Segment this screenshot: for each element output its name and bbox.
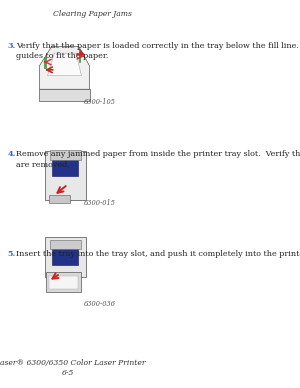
FancyBboxPatch shape [49,195,70,203]
FancyBboxPatch shape [50,240,80,249]
FancyBboxPatch shape [79,51,80,62]
FancyBboxPatch shape [52,248,79,265]
Text: Phaser® 6300/6350 Color Laser Printer
6-5: Phaser® 6300/6350 Color Laser Printer 6-… [0,359,146,377]
Polygon shape [39,47,90,89]
FancyBboxPatch shape [46,272,80,292]
Polygon shape [47,53,82,76]
Text: Remove any jammed paper from inside the printer tray slot.  Verify that all scra: Remove any jammed paper from inside the … [16,150,300,168]
Text: 6300-015: 6300-015 [84,199,116,207]
Text: 3.: 3. [8,42,16,50]
Text: Clearing Paper Jams: Clearing Paper Jams [53,10,132,18]
Text: 6300-105: 6300-105 [84,98,116,106]
Text: 5.: 5. [8,250,16,258]
FancyBboxPatch shape [49,276,78,289]
Text: Insert the tray into the tray slot, and push it completely into the printer.: Insert the tray into the tray slot, and … [16,250,300,258]
FancyBboxPatch shape [50,150,80,160]
FancyBboxPatch shape [45,151,86,200]
Polygon shape [39,89,90,101]
FancyBboxPatch shape [45,237,86,277]
FancyBboxPatch shape [44,57,46,68]
Text: 4.: 4. [8,150,16,158]
FancyBboxPatch shape [52,159,79,176]
Text: 6300-036: 6300-036 [84,300,116,308]
Text: Verify that the paper is loaded correctly in the tray below the fill line.  Adju: Verify that the paper is loaded correctl… [16,42,300,60]
